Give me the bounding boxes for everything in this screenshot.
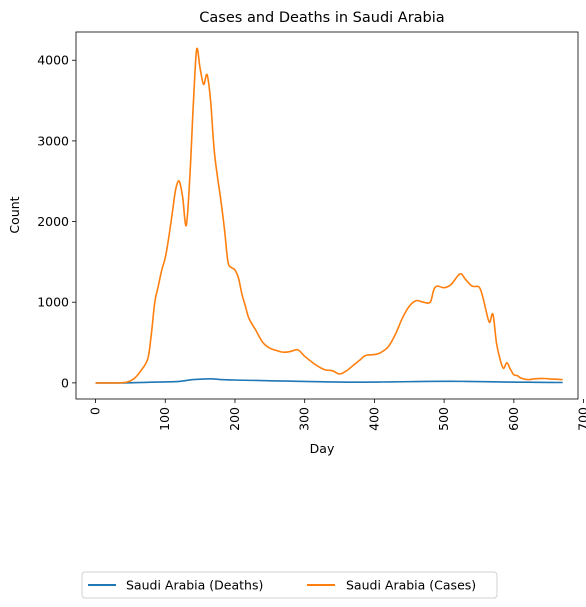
y-tick-label: 4000 — [37, 53, 69, 68]
x-axis: 0 100 200 300 400 500 600 700 — [88, 399, 586, 431]
y-tick-label: 3000 — [37, 133, 69, 148]
plot-area-frame — [75, 31, 579, 400]
plot-series — [95, 47, 563, 384]
x-tick-label: 400 — [366, 407, 381, 431]
x-tick-label: 500 — [436, 407, 451, 431]
x-tick-label: 600 — [506, 407, 521, 431]
y-axis-label: Count — [7, 196, 22, 233]
legend: Saudi Arabia (Deaths) Saudi Arabia (Case… — [81, 571, 498, 599]
y-tick-label: 1000 — [37, 295, 69, 310]
y-tick-label: 0 — [61, 375, 69, 390]
legend-label-deaths: Saudi Arabia (Deaths) — [126, 578, 263, 593]
legend-label-cases: Saudi Arabia (Cases) — [346, 578, 476, 593]
legend-frame — [81, 571, 498, 599]
series-line-0 — [95, 378, 563, 384]
y-tick-label: 2000 — [37, 214, 69, 229]
y-axis: 0 1000 2000 3000 4000 — [37, 53, 76, 390]
x-tick-label: 300 — [297, 407, 312, 431]
x-tick-label: 0 — [88, 407, 103, 415]
x-axis-label: Day — [310, 441, 335, 456]
chart-title: Cases and Deaths in Saudi Arabia — [199, 10, 444, 26]
series-line-1 — [95, 47, 563, 384]
x-tick-label: 200 — [227, 407, 242, 431]
x-tick-label: 100 — [157, 407, 172, 431]
x-tick-label: 700 — [576, 407, 586, 431]
